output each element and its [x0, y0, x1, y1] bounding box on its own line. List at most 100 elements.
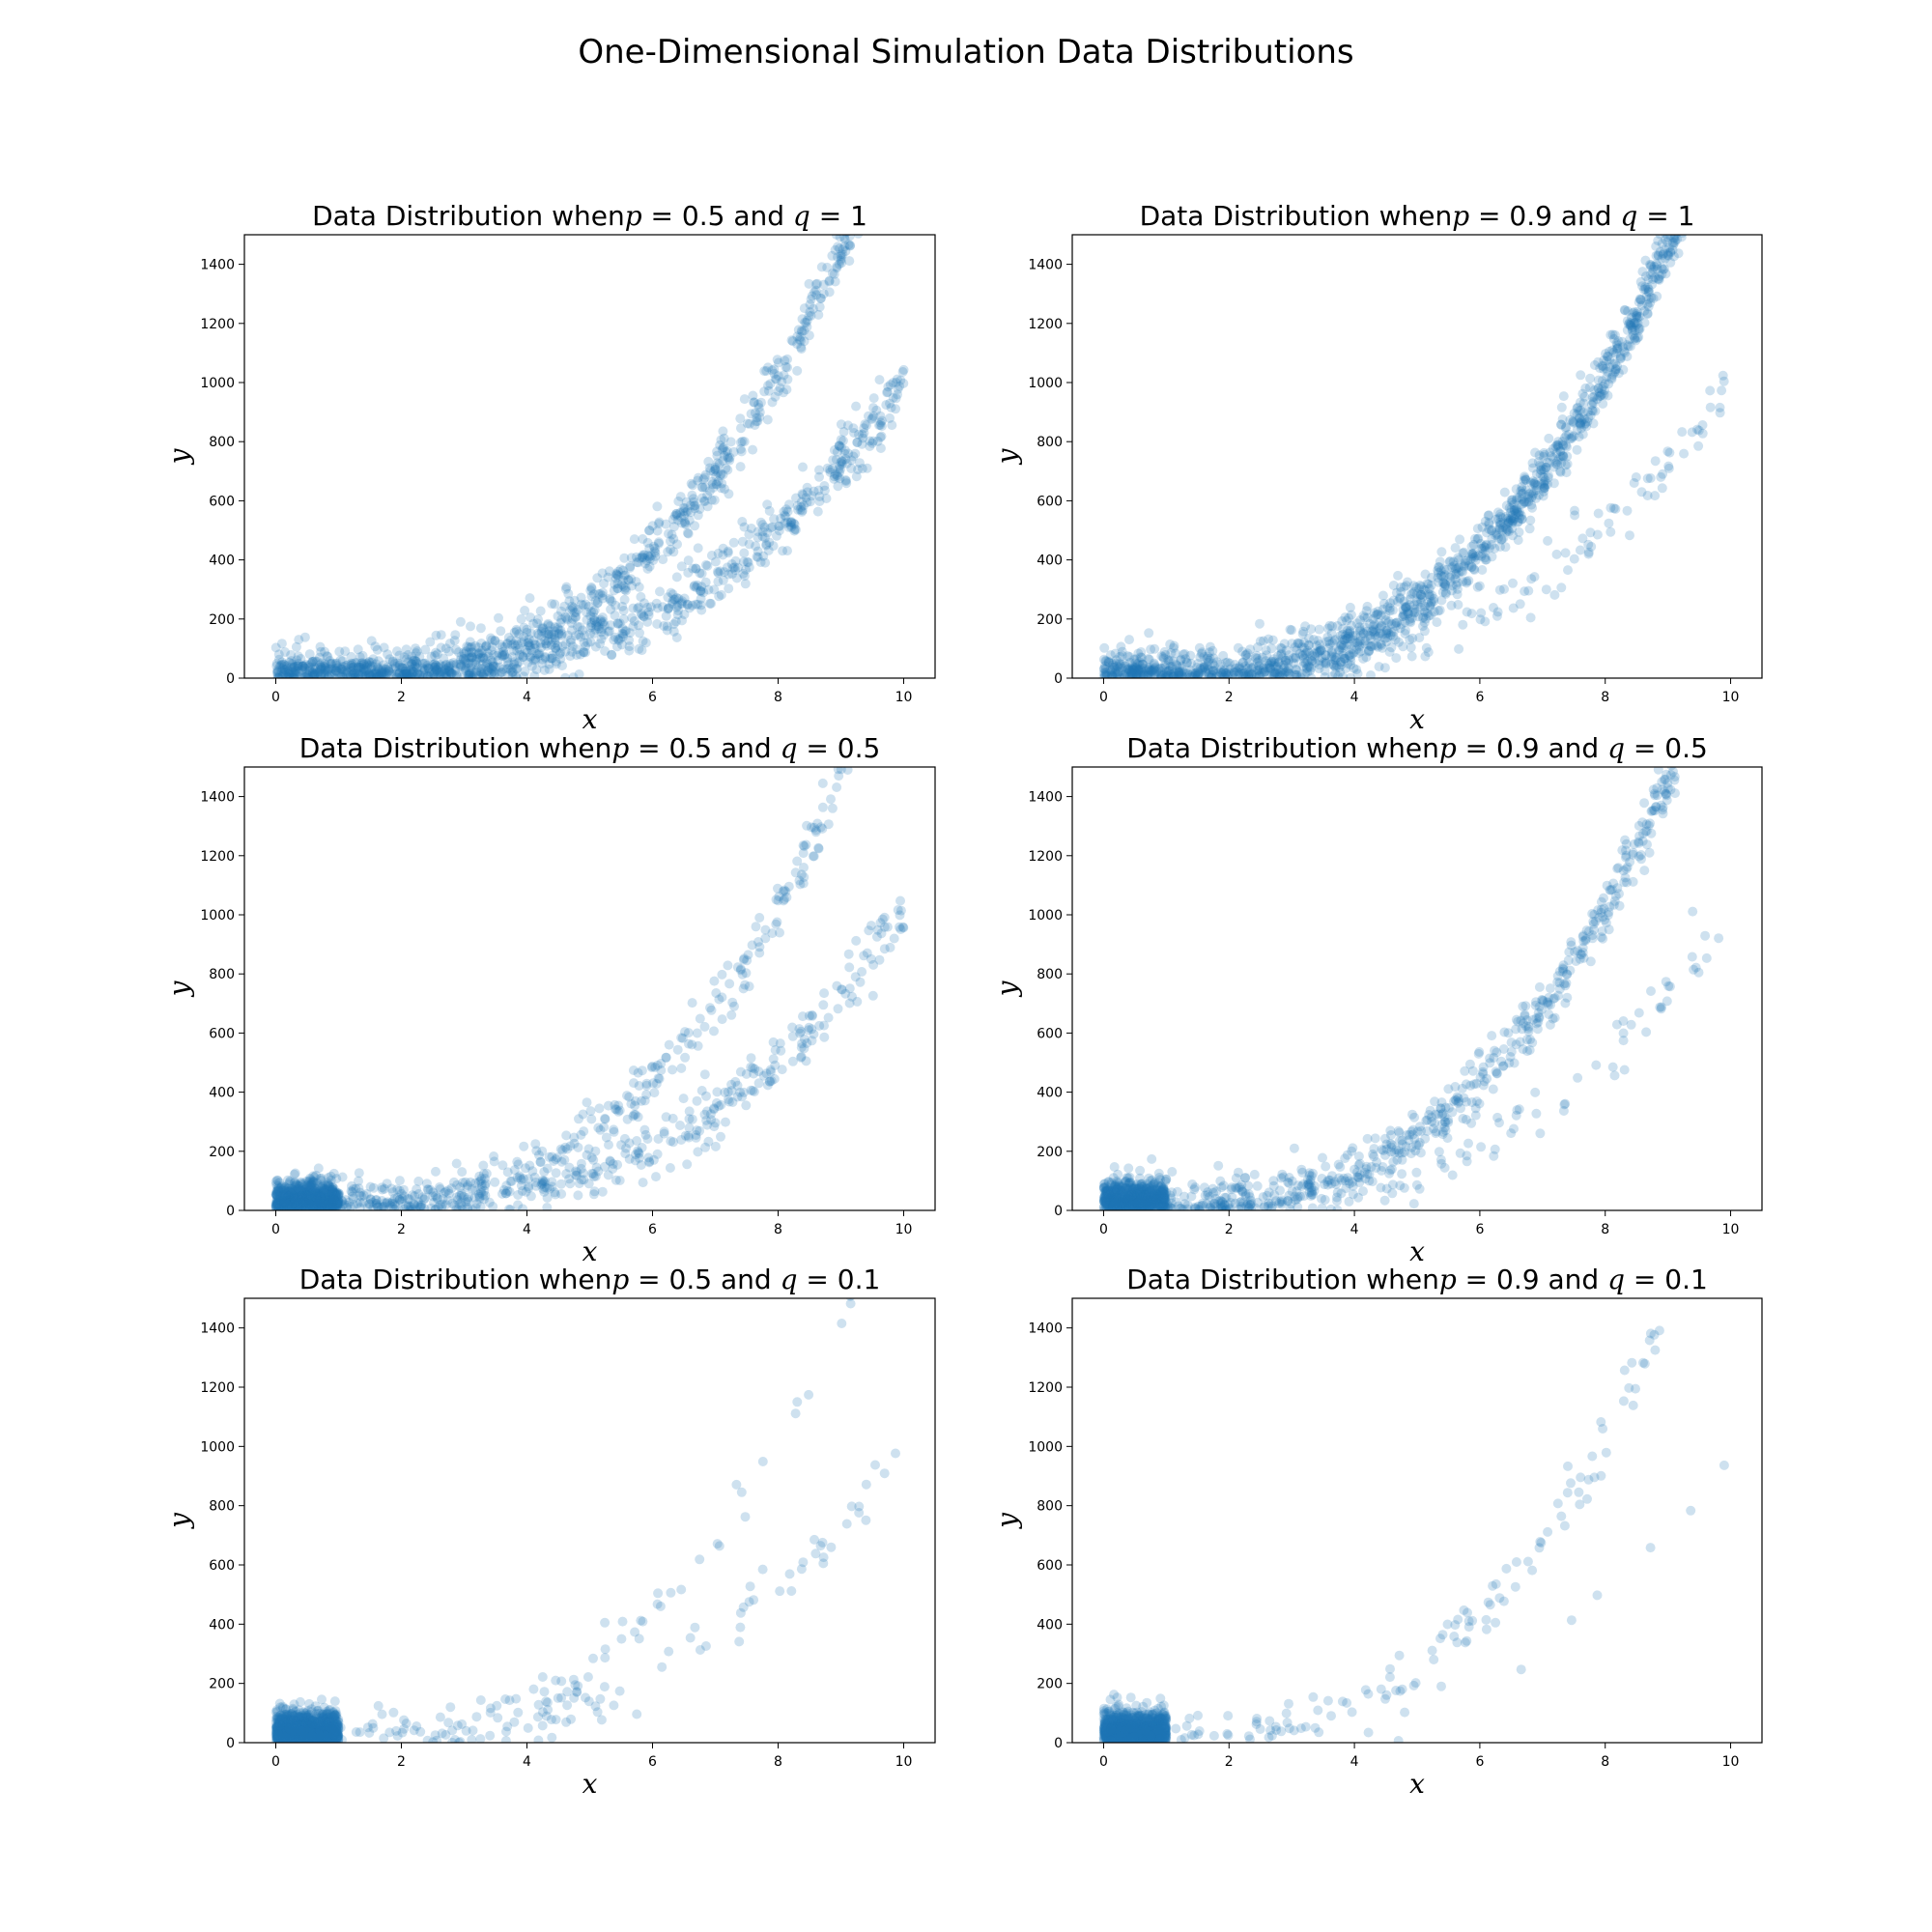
scatter-point [386, 1183, 397, 1194]
scatter-point [1501, 524, 1511, 534]
scatter-point [1707, 129, 1717, 139]
scatter-point [1612, 361, 1623, 372]
scatter-point [718, 426, 728, 437]
scatter-point [1608, 347, 1619, 357]
scatter-point [1498, 522, 1509, 532]
scatter-point [604, 626, 614, 637]
scatter-point [520, 667, 530, 676]
scatter-point [836, 419, 846, 430]
scatter-point [1447, 581, 1458, 591]
scatter-point [1128, 665, 1139, 675]
scatter-point [672, 610, 683, 620]
scatter-point [827, 464, 838, 474]
scatter-point [441, 668, 451, 678]
scatter-point [487, 657, 497, 668]
scatter-point [702, 560, 713, 571]
scatter-point [652, 619, 663, 629]
scatter-point [1172, 661, 1182, 671]
scatter-point [1313, 636, 1323, 646]
scatter-point [303, 661, 314, 671]
scatter-point [1714, 128, 1723, 137]
scatter-point [1384, 646, 1395, 657]
scatter-point [802, 487, 812, 497]
scatter-point [476, 668, 487, 678]
scatter-point [382, 668, 392, 678]
scatter-point [854, 429, 864, 440]
scatter-point [670, 616, 681, 627]
scatter-point [600, 646, 611, 656]
scatter-point [542, 640, 553, 651]
x-tick-label: 6 [1475, 690, 1484, 705]
scatter-point [1648, 274, 1658, 285]
scatter-point [870, 702, 880, 712]
scatter-point [431, 661, 441, 671]
scatter-point [1565, 434, 1576, 444]
scatter-point [377, 668, 387, 678]
scatter-point [272, 672, 283, 678]
scatter-point [637, 553, 647, 563]
scatter-point [1128, 668, 1139, 678]
scatter-point [1283, 668, 1293, 678]
scatter-point [1368, 621, 1378, 632]
scatter-point [753, 552, 763, 562]
scatter-point [299, 663, 310, 673]
scatter-point [806, 310, 816, 321]
scatter-point [709, 584, 720, 595]
scatter-point [372, 668, 383, 678]
scatter-point [1693, 168, 1703, 178]
scatter-point [643, 610, 654, 620]
scatter-point [1155, 663, 1166, 673]
scatter-point [1558, 450, 1569, 461]
scatter-point [1148, 667, 1157, 677]
scatter-point [650, 548, 661, 558]
scatter-point [884, 672, 894, 682]
scatter-point [739, 548, 750, 558]
scatter-point [1466, 541, 1477, 552]
scatter-point [696, 605, 707, 615]
scatter-point [319, 671, 329, 678]
scatter-point [823, 1012, 834, 1023]
scatter-point [303, 1179, 314, 1190]
scatter-point [565, 638, 576, 648]
scatter-point [572, 650, 582, 661]
scatter-point [662, 621, 672, 632]
scatter-point [316, 662, 327, 672]
scatter-point [1290, 642, 1300, 653]
scatter-point [1232, 667, 1242, 676]
scatter-point [320, 669, 330, 678]
x-tick-label: 0 [271, 690, 280, 705]
scatter-point [780, 518, 790, 528]
scatter-point [1098, 654, 1109, 665]
scatter-points [270, 104, 909, 678]
scatter-point [1420, 569, 1431, 580]
scatter-point [293, 663, 303, 673]
scatter-point [1441, 564, 1452, 575]
scatter-point [484, 668, 495, 678]
scatter-point [545, 653, 555, 664]
scatter-point [537, 654, 548, 665]
scatter-point [781, 504, 791, 515]
scatter-point [1577, 388, 1588, 399]
scatter-point [875, 420, 886, 430]
scatter-point [353, 644, 363, 655]
scatter-point [1240, 649, 1251, 660]
scatter-point [876, 136, 886, 146]
scatter-point [1399, 596, 1409, 607]
scatter-point [1143, 665, 1153, 674]
scatter-point [1279, 663, 1289, 673]
scatter-point [695, 1013, 705, 1024]
scatter-point [1557, 451, 1568, 462]
scatter-point [1721, 96, 1731, 105]
scatter-point [1237, 646, 1248, 657]
scatter-point [1335, 642, 1346, 653]
scatter-point [663, 592, 673, 603]
scatter-point [1468, 564, 1479, 574]
scatter-point [307, 670, 318, 678]
scatter-point [885, 104, 895, 114]
y-tick-label: 1400 [1028, 258, 1063, 273]
scatter-point [1720, 69, 1730, 78]
scatter-point [611, 573, 621, 583]
scatter-point [1385, 630, 1396, 640]
scatter-point [1373, 609, 1383, 619]
scatter-point [642, 563, 653, 574]
